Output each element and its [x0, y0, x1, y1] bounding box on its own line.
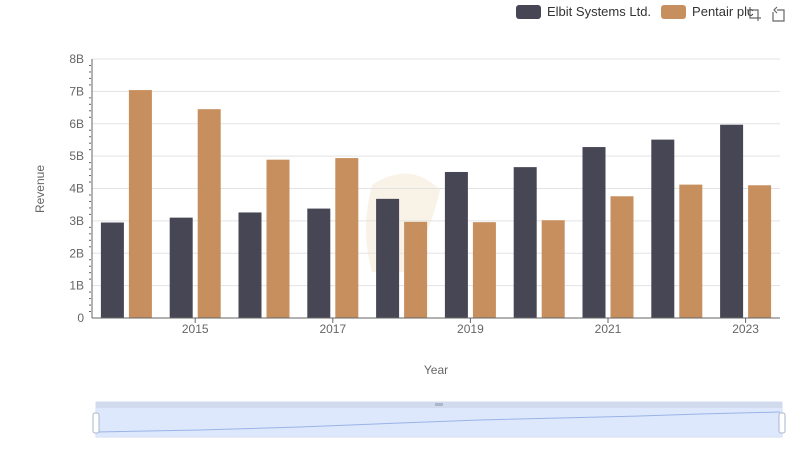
x-axis: 2015 2017 2019 2021 2023: [92, 317, 780, 336]
toolbox: [746, 6, 786, 22]
bar-pentair-2023[interactable]: [748, 185, 772, 318]
legend-swatch-pentair: [661, 4, 687, 19]
x-tick-label: 2019: [457, 322, 484, 336]
y-axis-label: Revenue: [33, 165, 47, 213]
y-tick-label: 6B: [69, 117, 84, 131]
grid: [92, 58, 780, 287]
x-tick-label: 2015: [182, 322, 209, 336]
bar-pentair-2018[interactable]: [404, 221, 428, 318]
bar-elbit-2018[interactable]: [376, 198, 400, 318]
y-tick-label: 2B: [69, 246, 84, 260]
x-axis-label: Year: [424, 363, 448, 377]
slider-drag-grip[interactable]: [435, 403, 443, 406]
y-tick-label: 3B: [69, 214, 84, 228]
y-tick-label: 5B: [69, 149, 84, 163]
bar-elbit-2019[interactable]: [444, 171, 468, 318]
bar-pentair-2014[interactable]: [128, 90, 152, 318]
bar-pentair-2015[interactable]: [197, 109, 221, 319]
legend-item-elbit[interactable]: Elbit Systems Ltd.: [516, 4, 651, 19]
bar-pentair-2017[interactable]: [335, 158, 359, 318]
legend: Elbit Systems Ltd. Pentair plc: [516, 4, 757, 19]
bar-elbit-2023[interactable]: [720, 124, 744, 318]
bar-elbit-2017[interactable]: [307, 208, 331, 318]
slider-preview-line: [96, 411, 781, 433]
y-axis: 0 1B 2B 3B 4B 5B 6B 7B 8B: [69, 52, 93, 325]
legend-label-elbit: Elbit Systems Ltd.: [547, 4, 652, 19]
bar-elbit-2021[interactable]: [582, 147, 606, 318]
bars: [100, 90, 772, 319]
legend-swatch-elbit: [516, 4, 541, 19]
restore-icon[interactable]: [770, 6, 786, 22]
bar-pentair-2016[interactable]: [266, 159, 290, 318]
bar-pentair-2020[interactable]: [541, 220, 565, 318]
x-tick-label: 2023: [732, 322, 759, 336]
bar-pentair-2021[interactable]: [610, 196, 634, 318]
x-tick-label: 2021: [595, 322, 622, 336]
y-tick-label: 1B: [69, 279, 84, 293]
bar-pentair-2019[interactable]: [472, 222, 496, 318]
bar-elbit-2014[interactable]: [100, 222, 124, 318]
bar-elbit-2016[interactable]: [238, 212, 262, 318]
bar-elbit-2015[interactable]: [169, 217, 193, 318]
y-tick-label: 4B: [69, 182, 84, 196]
y-tick-label: 8B: [69, 52, 84, 66]
slider-handle-left[interactable]: [92, 412, 100, 434]
bar-pentair-2022[interactable]: [679, 184, 703, 318]
zoom-icon[interactable]: [746, 6, 762, 22]
slider-handle-right[interactable]: [778, 412, 786, 434]
legend-label-pentair: Pentair plc: [692, 4, 754, 19]
bar-elbit-2022[interactable]: [651, 139, 675, 318]
y-tick-label: 7B: [69, 84, 84, 98]
data-zoom-slider[interactable]: [92, 401, 786, 438]
legend-item-pentair[interactable]: Pentair plc: [661, 4, 753, 19]
bar-elbit-2020[interactable]: [513, 167, 537, 318]
y-tick-label: 0: [77, 311, 84, 325]
x-tick-label: 2017: [319, 322, 346, 336]
